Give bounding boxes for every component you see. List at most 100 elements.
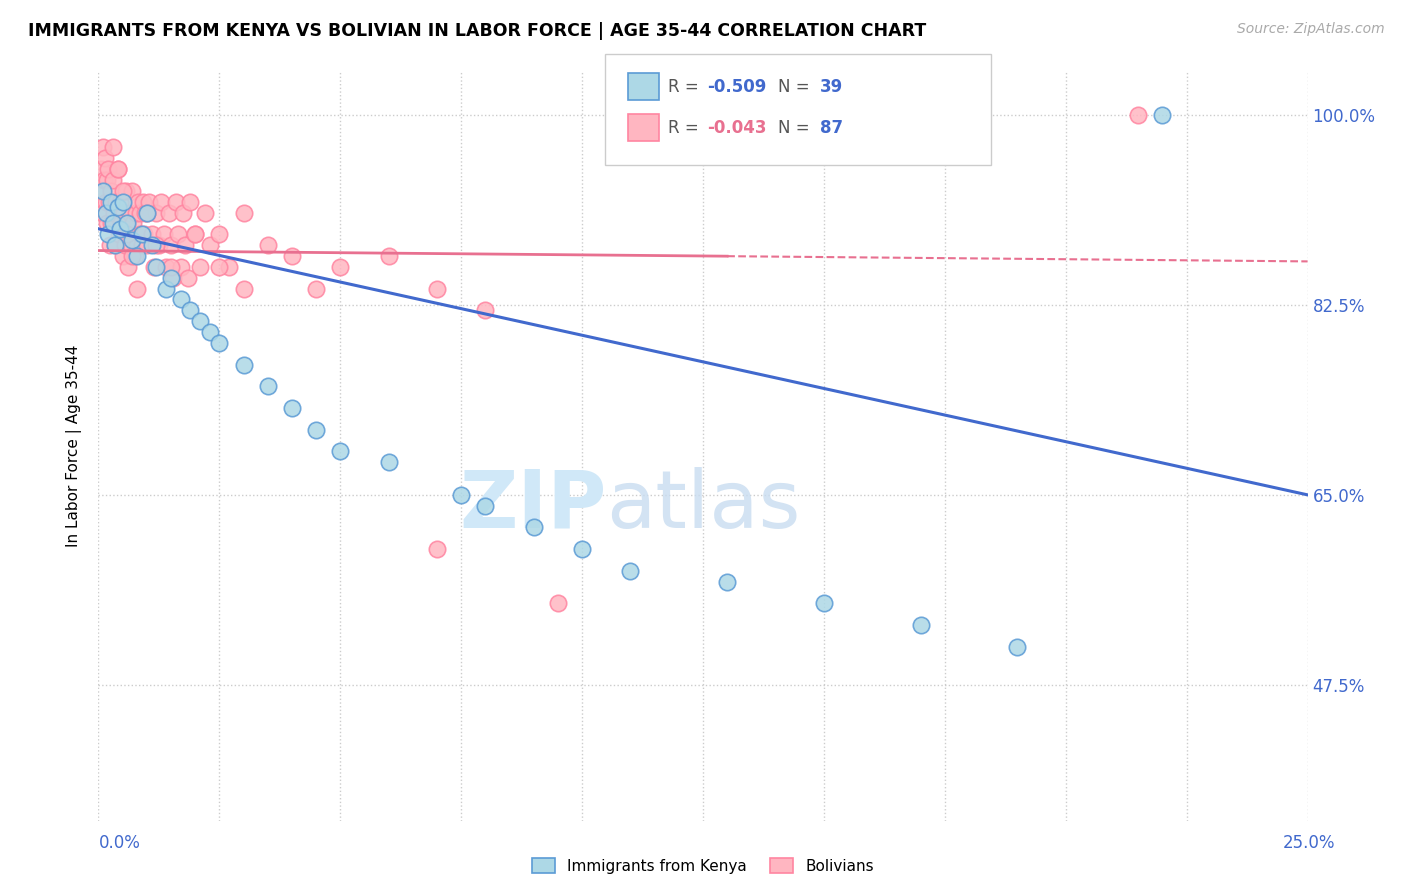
Point [98,238,121,252]
Point [232,358,254,372]
Point [131,227,153,242]
Point [118,205,141,219]
Text: atlas: atlas [606,467,800,545]
Point [1007,640,1029,654]
Point [107,162,129,177]
Point [97,227,120,242]
Point [155,260,177,274]
Point [148,238,170,252]
Point [127,238,149,252]
Point [145,238,167,252]
Point [100,184,122,198]
Point [96,173,118,187]
Point [121,184,143,198]
Point [90,184,112,198]
Point [101,216,124,230]
Point [121,249,143,263]
Point [198,325,221,339]
Point [169,260,191,274]
Text: 87: 87 [820,119,842,136]
Point [129,205,152,219]
Point [107,227,129,242]
Y-axis label: In Labor Force | Age 35-44: In Labor Force | Age 35-44 [66,345,83,547]
Text: 0.0%: 0.0% [98,834,141,852]
Text: R =: R = [668,119,704,136]
Point [122,216,145,230]
Point [128,227,150,242]
Point [127,281,149,295]
Point [143,260,166,274]
Point [305,423,328,437]
Point [127,194,149,209]
Point [90,162,112,177]
Point [910,618,932,632]
Point [134,227,156,242]
Point [232,281,254,295]
Point [91,184,114,198]
Point [117,227,139,242]
Point [571,542,593,557]
Point [131,238,153,252]
Text: 39: 39 [820,78,844,95]
Point [426,542,449,557]
Point [165,194,187,209]
Point [135,205,157,219]
Point [141,238,163,252]
Point [157,205,180,219]
Text: R =: R = [668,78,704,95]
Point [184,227,207,242]
Point [112,205,135,219]
Point [141,227,163,242]
Point [145,205,167,219]
Point [305,281,328,295]
Point [256,379,278,393]
Point [152,227,174,242]
Point [115,184,138,198]
Point [135,238,157,252]
Point [110,216,132,230]
Point [188,314,211,328]
Point [172,205,194,219]
Point [450,488,472,502]
Point [145,260,167,274]
Point [132,194,155,209]
Point [232,205,254,219]
Point [91,140,114,154]
Point [281,401,304,415]
Point [179,194,201,209]
Point [813,597,835,611]
Point [174,238,197,252]
Point [169,293,191,307]
Point [107,200,129,214]
Point [121,233,143,247]
Point [120,238,142,252]
Point [160,238,183,252]
Point [194,205,217,219]
Point [155,281,177,295]
Point [329,260,352,274]
Point [138,194,160,209]
Point [96,216,118,230]
Point [105,194,128,209]
Point [523,520,546,534]
Point [104,238,127,252]
Point [117,216,139,230]
Point [91,205,114,219]
Point [94,205,117,219]
Point [208,227,231,242]
Point [184,227,207,242]
Point [162,270,184,285]
Point [93,173,115,187]
Point [547,597,569,611]
Point [100,216,122,230]
Point [160,260,183,274]
Point [94,151,117,165]
Point [1128,108,1150,122]
Point [716,574,738,589]
Point [167,227,190,242]
Point [179,303,201,318]
Point [160,270,183,285]
Point [218,260,240,274]
Point [124,249,146,263]
Point [108,194,131,209]
